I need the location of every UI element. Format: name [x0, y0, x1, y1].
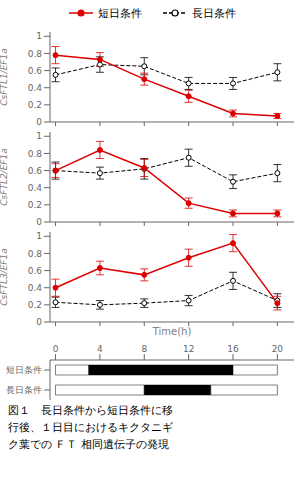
svg-text:1: 1: [36, 131, 42, 141]
svg-text:0.8: 0.8: [28, 149, 43, 159]
html-text:図１ 長日条件から短日条件に移: 図１ 長日条件から短日条件に移: [8, 404, 173, 417]
html-text:長日条件: 長日条件: [192, 6, 236, 20]
svg-text:4: 4: [97, 344, 103, 354]
svg-text:0.8: 0.8: [28, 49, 43, 59]
svg-text:12: 12: [183, 344, 194, 354]
svg-text:0.6: 0.6: [28, 266, 43, 276]
svg-text:0.4: 0.4: [28, 83, 43, 93]
svg-text:0: 0: [36, 317, 42, 326]
svg-text:0: 0: [53, 344, 59, 354]
svg-text:CsFTL3/EF1a: CsFTL3/EF1a: [8, 248, 9, 306]
svg-text:CsFTL1/EF1a: CsFTL1/EF1a: [8, 48, 9, 106]
svg-text:0.8: 0.8: [28, 249, 43, 259]
svg-text:8: 8: [141, 344, 147, 354]
svg-text:0: 0: [36, 117, 42, 126]
svg-text:1: 1: [36, 31, 42, 41]
svg-text:0.2: 0.2: [28, 200, 42, 210]
svg-text:16: 16: [227, 344, 239, 354]
svg-text:0.4: 0.4: [28, 183, 43, 193]
svg-text:CsFTL2/EF1a: CsFTL2/EF1a: [8, 148, 9, 206]
svg-text:0.6: 0.6: [28, 66, 43, 76]
svg-text:0: 0: [36, 217, 42, 226]
svg-text:長日条件: 長日条件: [8, 385, 42, 395]
svg-text:20: 20: [272, 344, 284, 354]
svg-text:0.2: 0.2: [28, 300, 42, 310]
svg-text:短日条件: 短日条件: [8, 365, 42, 375]
svg-text:0.2: 0.2: [28, 100, 42, 110]
svg-text:0.6: 0.6: [28, 166, 43, 176]
svg-text:0.4: 0.4: [28, 283, 43, 293]
html-text:行後、１日目におけるキクタニギ: 行後、１日目におけるキクタニギ: [8, 421, 173, 434]
svg-text:Time(h): Time(h): [152, 326, 192, 337]
html-text:短日条件: 短日条件: [98, 6, 142, 20]
svg-text:1: 1: [36, 231, 42, 241]
html-text:ク葉での ＦＴ 相同遺伝子の発現: ク葉での ＦＴ 相同遺伝子の発現: [8, 438, 169, 451]
